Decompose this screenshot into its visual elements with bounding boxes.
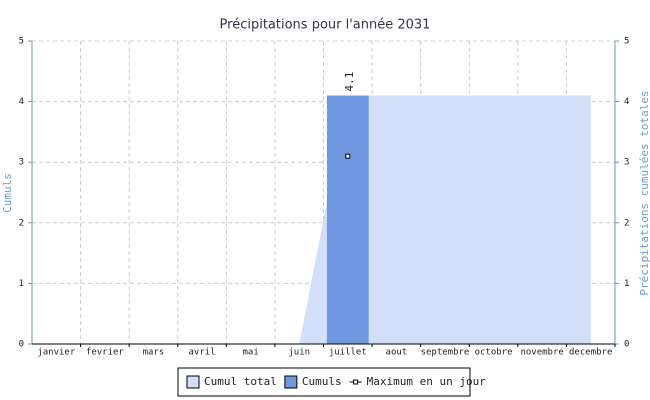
y-axis-title: Cumuls	[1, 173, 14, 213]
y-tick-label: 0	[19, 340, 24, 350]
legend-swatch-point	[353, 379, 359, 385]
legend-item: Cumuls	[284, 375, 342, 389]
y2-tick-label: 1	[624, 279, 629, 289]
legend: Cumul total Cumuls Maximum en un jour	[186, 375, 487, 389]
y-tick-label: 4	[19, 97, 24, 107]
x-tick-label: mars	[143, 348, 165, 358]
x-tick-label: janvier	[37, 348, 76, 358]
y-tick-label: 3	[19, 158, 24, 168]
x-tick-label: septembre	[421, 348, 470, 358]
y2-tick-label: 2	[624, 218, 629, 228]
legend-swatch	[284, 375, 298, 389]
y-tick-label: 1	[19, 279, 24, 289]
legend-item: Cumul total	[186, 375, 277, 389]
axes: 0 1 2 3 4 5 0 1 2 3 4 5 janvier fevrier mars avril mai ju…	[19, 37, 630, 358]
y-tick-label: 5	[19, 37, 24, 47]
y2-tick-label: 5	[624, 37, 629, 47]
x-tick-label: octobre	[475, 348, 513, 358]
legend-label: Cumul total	[204, 375, 277, 388]
point	[345, 153, 351, 159]
x-tick-label: mai	[242, 348, 258, 358]
y2-tick-label: 3	[624, 158, 629, 168]
x-tick-label: avril	[188, 348, 215, 358]
x-tick-label: juin	[288, 348, 310, 358]
legend-box	[177, 367, 471, 397]
y-tick-label: 2	[19, 218, 24, 228]
x-tick-label: novembre	[520, 348, 563, 358]
y2-tick-label: 0	[624, 340, 629, 350]
x-tick-label: fevrier	[86, 348, 125, 358]
legend-swatch	[186, 375, 200, 389]
y2-tick-label: 4	[624, 97, 629, 107]
chart-title: Précipitations pour l'année 2031	[220, 18, 431, 33]
area	[56, 95, 591, 344]
legend-label: Cumuls	[302, 375, 342, 388]
x-tick-label: aout	[386, 348, 408, 358]
legend-item: Maximum en un jour	[349, 375, 487, 388]
plot: 4.1	[56, 72, 591, 344]
y2-axis-title: Précipitations cumulées totales	[638, 90, 650, 295]
x-tick-label: juillet	[329, 348, 367, 358]
x-tick-label: decembre	[569, 348, 612, 358]
legend-label: Maximum en un jour	[367, 375, 487, 388]
bar-value-label: 4.1	[343, 72, 356, 92]
bar	[326, 95, 369, 344]
